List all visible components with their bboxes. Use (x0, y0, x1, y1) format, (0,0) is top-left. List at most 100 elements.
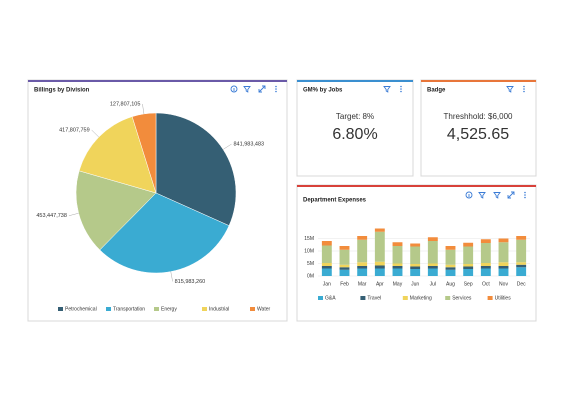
legend-label: Travel (367, 295, 381, 301)
legend-label: Marketing (410, 295, 432, 301)
card-value: 6.80% (332, 126, 377, 143)
more-icon[interactable] (400, 85, 402, 93)
bar-segment (374, 265, 385, 269)
leader-line (170, 271, 173, 282)
legend-label: Services (452, 295, 472, 301)
card-subtitle: Threshhold: $6,000 (444, 112, 513, 121)
x-tick-label: Apr (376, 281, 384, 287)
bar-segment (498, 238, 509, 243)
bar-segment (480, 239, 491, 243)
x-tick-label: Mar (358, 281, 367, 287)
legend-swatch (360, 296, 366, 300)
bar-segment (480, 268, 491, 276)
more-icon[interactable] (275, 85, 277, 93)
bar-segment (357, 236, 368, 240)
bar-segment (498, 262, 509, 266)
leader-line (68, 212, 79, 216)
leader-line (142, 103, 145, 114)
bar-segment (374, 261, 385, 266)
data-label: 417,807,759 (59, 128, 90, 134)
panel-accent (297, 80, 413, 82)
card-title: Badge (427, 88, 446, 94)
bar-segment (480, 243, 491, 263)
filter-icon[interactable] (383, 86, 391, 93)
bar-segment (463, 246, 474, 264)
filter-icon[interactable] (506, 86, 514, 93)
bar-segment (463, 242, 474, 247)
bar-segment (392, 266, 403, 269)
card-value: 4,525.65 (447, 126, 509, 143)
bar-segment (445, 269, 456, 276)
bar-segment (516, 239, 527, 263)
more-icon[interactable] (524, 191, 526, 199)
bar-segment (321, 266, 332, 269)
legend-label: G&A (325, 295, 336, 301)
bar-segment (480, 266, 491, 269)
bar-segment (339, 269, 350, 276)
bar-segment (516, 262, 527, 265)
x-tick-label: Oct (482, 281, 490, 287)
more-icon[interactable] (523, 85, 525, 93)
bar-segment (392, 246, 403, 264)
bar-segment (339, 264, 350, 268)
filter-icon[interactable] (478, 192, 486, 199)
bar-segment (516, 267, 527, 276)
expand-icon[interactable] (507, 191, 515, 199)
pie-slice (131, 112, 157, 194)
bar-segment (357, 239, 368, 263)
x-tick-label: Sep (464, 281, 473, 287)
panel-accent (297, 185, 536, 187)
card-subtitle: Target: 8% (336, 112, 374, 121)
x-tick-label: Aug (446, 281, 455, 287)
bar-segment (445, 249, 456, 265)
y-tick-label: 15M (304, 236, 314, 242)
bar-segment (339, 246, 350, 250)
bar-segment (498, 268, 509, 276)
bar-segment (410, 243, 421, 247)
legend-label: Industrial (209, 306, 229, 312)
gm-card (296, 79, 414, 177)
legend-label: Transportation (113, 306, 145, 312)
bar-segment (445, 264, 456, 268)
filter-icon[interactable] (493, 192, 501, 199)
y-tick-label: 5M (307, 261, 314, 267)
bar-segment (410, 246, 421, 264)
bar-segment (374, 231, 385, 262)
panel-title: Billings by Division (34, 88, 90, 94)
bar-segment (480, 263, 491, 266)
x-tick-label: Feb (340, 281, 349, 287)
legend-swatch (250, 307, 255, 311)
bar-segment (427, 266, 438, 269)
info-icon[interactable] (230, 85, 238, 93)
bar-segment (410, 266, 421, 269)
bar-segment (392, 242, 403, 246)
panel-title: Department Expenses (303, 198, 367, 204)
bar-segment (357, 266, 368, 269)
bar-segment (410, 264, 421, 267)
data-label: 127,807,105 (110, 101, 141, 107)
legend-swatch (106, 307, 111, 311)
bar-segment (463, 266, 474, 269)
bar-segment (463, 264, 474, 267)
bar-segment (427, 241, 438, 264)
bar-segment (427, 263, 438, 266)
bar-segment (516, 264, 527, 268)
panel-accent (421, 80, 536, 82)
legend-swatch (402, 296, 408, 300)
data-label: 841,983,483 (234, 141, 265, 147)
legend-swatch (487, 296, 493, 300)
pie-slice (78, 116, 157, 194)
panel-accent (28, 80, 287, 82)
info-icon[interactable] (465, 191, 473, 199)
filter-icon[interactable] (243, 86, 251, 93)
x-tick-label: May (393, 281, 403, 287)
legend-label: Petrochemical (65, 306, 97, 312)
bar-segment (321, 263, 332, 266)
leader-line (91, 129, 99, 138)
expand-icon[interactable] (258, 85, 266, 93)
leader-line (222, 143, 232, 150)
legend-label: Water (257, 306, 270, 312)
bar-segment (445, 246, 456, 250)
legend-label: Energy (161, 306, 177, 312)
